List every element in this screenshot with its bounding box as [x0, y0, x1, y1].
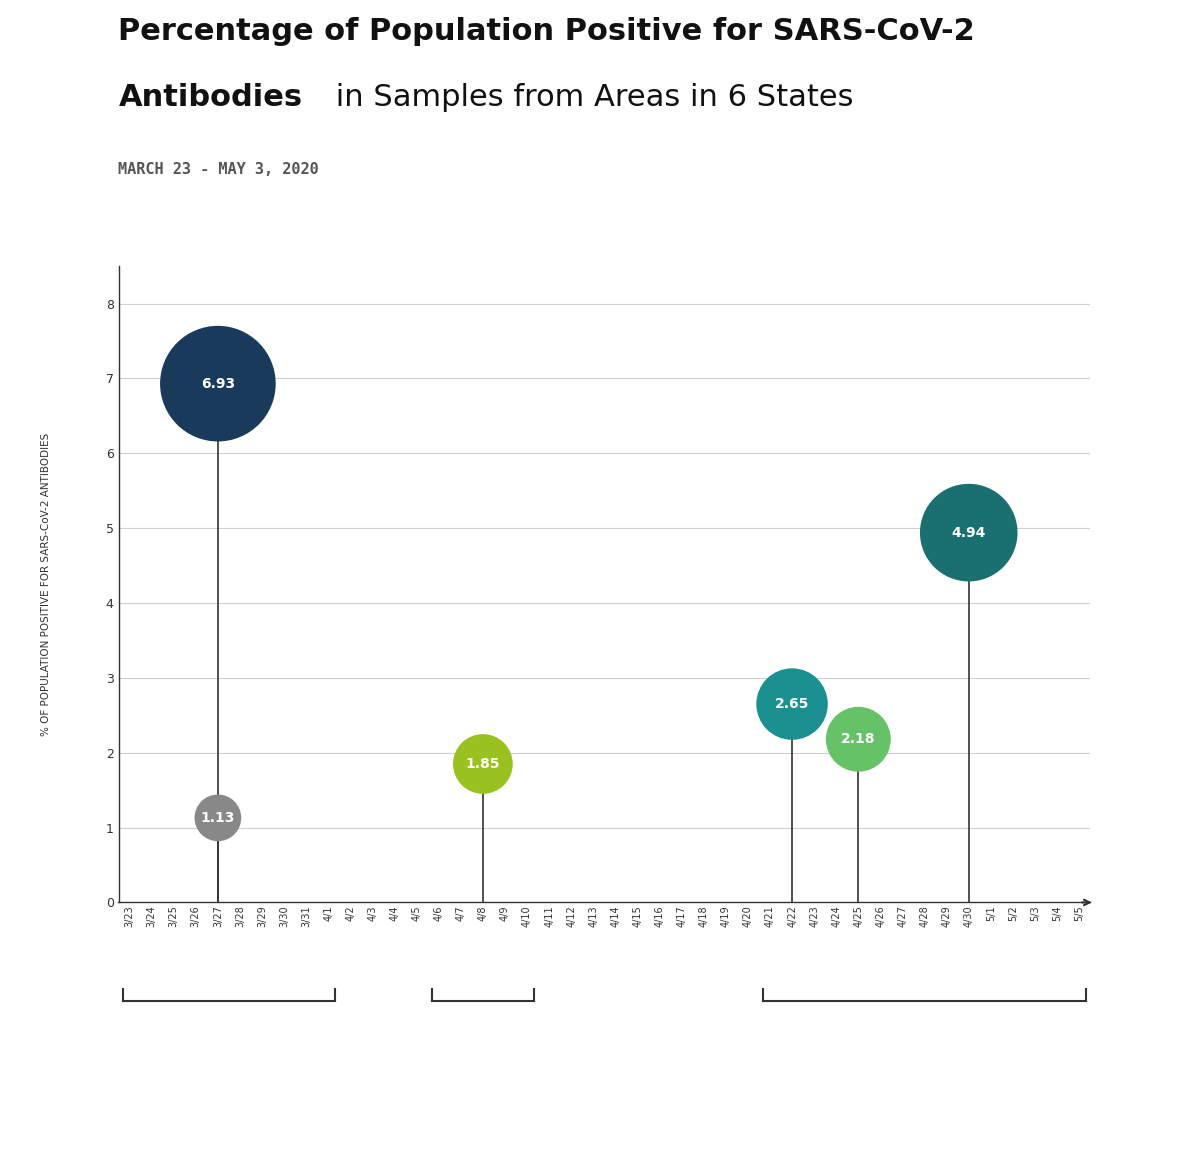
Text: in Samples from Areas in 6 States: in Samples from Areas in 6 States [326, 83, 853, 112]
Text: 6.93: 6.93 [200, 377, 235, 391]
Text: % OF POPULATION POSITIVE FOR SARS-CoV-2 ANTIBODIES: % OF POPULATION POSITIVE FOR SARS-CoV-2 … [40, 433, 51, 736]
Text: 1.85: 1.85 [466, 757, 500, 771]
Point [960, 523, 979, 541]
Point [133, 371, 152, 390]
Text: MARCH 23 - MAY 3, 2020: MARCH 23 - MAY 3, 2020 [118, 162, 319, 177]
Point [209, 375, 228, 393]
Text: 4.94: 4.94 [952, 525, 986, 539]
Point [133, 753, 152, 772]
Point [209, 809, 228, 827]
Point [848, 730, 867, 749]
Text: Antibodies: Antibodies [118, 83, 302, 112]
Point [133, 620, 152, 639]
Point [133, 537, 152, 555]
Point [133, 454, 152, 472]
Text: 2.65: 2.65 [775, 697, 809, 712]
Point [133, 315, 152, 333]
Text: 1.13: 1.13 [200, 811, 235, 825]
Text: Percentage of Population Positive for SARS-CoV-2: Percentage of Population Positive for SA… [118, 17, 975, 46]
Point [782, 695, 801, 714]
Point [473, 754, 493, 773]
Text: 2.18: 2.18 [841, 732, 876, 746]
